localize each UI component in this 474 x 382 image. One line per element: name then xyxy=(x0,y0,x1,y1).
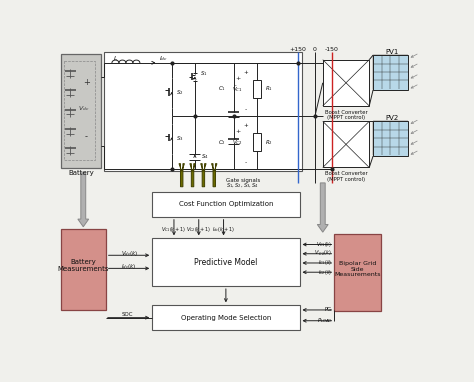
Text: $I_{dc}(k)$: $I_{dc}(k)$ xyxy=(121,262,137,271)
Polygon shape xyxy=(317,183,328,232)
Bar xyxy=(323,121,369,167)
Text: -150: -150 xyxy=(325,47,339,52)
Bar xyxy=(104,52,302,172)
Bar xyxy=(323,60,369,106)
Bar xyxy=(373,121,408,156)
Text: +: + xyxy=(83,78,90,87)
Text: -: - xyxy=(245,160,247,165)
Text: $V_{dc}$: $V_{dc}$ xyxy=(78,105,90,113)
Text: Predictive Model: Predictive Model xyxy=(194,258,257,267)
Text: $V_{C2}(k+1)$: $V_{C2}(k+1)$ xyxy=(186,225,211,235)
Bar xyxy=(152,192,300,217)
Text: $V'_{C2}(k)$: $V'_{C2}(k)$ xyxy=(314,249,332,258)
Text: PV1: PV1 xyxy=(386,49,399,55)
Text: +: + xyxy=(235,129,240,134)
Bar xyxy=(61,229,106,310)
Text: +: + xyxy=(244,123,248,128)
Text: $S_2$: $S_2$ xyxy=(176,88,184,97)
Text: Bipolar Grid
Side
Measurements: Bipolar Grid Side Measurements xyxy=(334,261,381,277)
Bar xyxy=(373,55,408,90)
Text: L: L xyxy=(114,56,118,61)
Text: +: + xyxy=(235,76,240,81)
Bar xyxy=(152,238,300,286)
Text: SOC: SOC xyxy=(121,312,133,317)
Text: $\bar{V}_{C1}$: $\bar{V}_{C1}$ xyxy=(232,84,243,94)
Text: PV2: PV2 xyxy=(386,115,399,121)
Text: $P_{LOAD}$: $P_{LOAD}$ xyxy=(317,316,332,325)
Text: $C_1$: $C_1$ xyxy=(218,84,226,94)
Bar xyxy=(334,235,381,311)
Text: -: - xyxy=(245,107,247,112)
Text: (MPPT control): (MPPT control) xyxy=(327,176,365,181)
Bar xyxy=(253,133,261,151)
Text: -: - xyxy=(85,132,88,141)
Text: Battery: Battery xyxy=(68,170,94,176)
Text: $R_2$: $R_2$ xyxy=(264,138,273,147)
Text: Operating Mode Selection: Operating Mode Selection xyxy=(181,315,271,320)
Text: $I_{C1}(k)$: $I_{C1}(k)$ xyxy=(318,259,332,267)
Text: $V_{C1}(k+1)$: $V_{C1}(k+1)$ xyxy=(161,225,187,235)
Text: $S_1$: $S_1$ xyxy=(200,69,207,78)
Text: $V_{dc}(k)$: $V_{dc}(k)$ xyxy=(121,249,139,258)
Text: $V_{C1}(k)$: $V_{C1}(k)$ xyxy=(316,240,332,249)
Text: $\bar{V}_{C2}$: $\bar{V}_{C2}$ xyxy=(232,137,243,147)
Text: PG: PG xyxy=(325,308,332,312)
Polygon shape xyxy=(78,173,89,227)
Text: Cost Function Optimization: Cost Function Optimization xyxy=(179,201,273,207)
Polygon shape xyxy=(190,163,195,187)
Text: $I_{dc}$: $I_{dc}$ xyxy=(159,54,168,63)
Text: +150: +150 xyxy=(290,47,306,52)
Text: 0: 0 xyxy=(313,47,317,52)
Text: $I_{dc}(k+1)$: $I_{dc}(k+1)$ xyxy=(212,225,235,235)
Text: Boost Converter: Boost Converter xyxy=(325,171,367,176)
Text: Gate signals: Gate signals xyxy=(226,178,260,183)
Text: $C_2$: $C_2$ xyxy=(218,138,226,147)
Text: $S_4$: $S_4$ xyxy=(201,152,209,161)
Polygon shape xyxy=(201,163,206,187)
Bar xyxy=(61,53,101,167)
Text: $S_3$: $S_3$ xyxy=(176,134,184,143)
Text: $I_{C2}(k)$: $I_{C2}(k)$ xyxy=(318,268,332,277)
Bar xyxy=(64,61,95,160)
Text: +: + xyxy=(244,70,248,74)
Text: $S_1,S_2,S_3,S_4$: $S_1,S_2,S_3,S_4$ xyxy=(226,181,259,189)
Text: Boost Converter: Boost Converter xyxy=(325,110,367,115)
Bar xyxy=(152,305,300,330)
Text: Battery
Measurements: Battery Measurements xyxy=(57,259,109,272)
Polygon shape xyxy=(179,163,184,187)
Polygon shape xyxy=(211,163,217,187)
Bar xyxy=(253,80,261,98)
Text: (MPPT control): (MPPT control) xyxy=(327,115,365,120)
Text: $R_1$: $R_1$ xyxy=(264,84,273,94)
